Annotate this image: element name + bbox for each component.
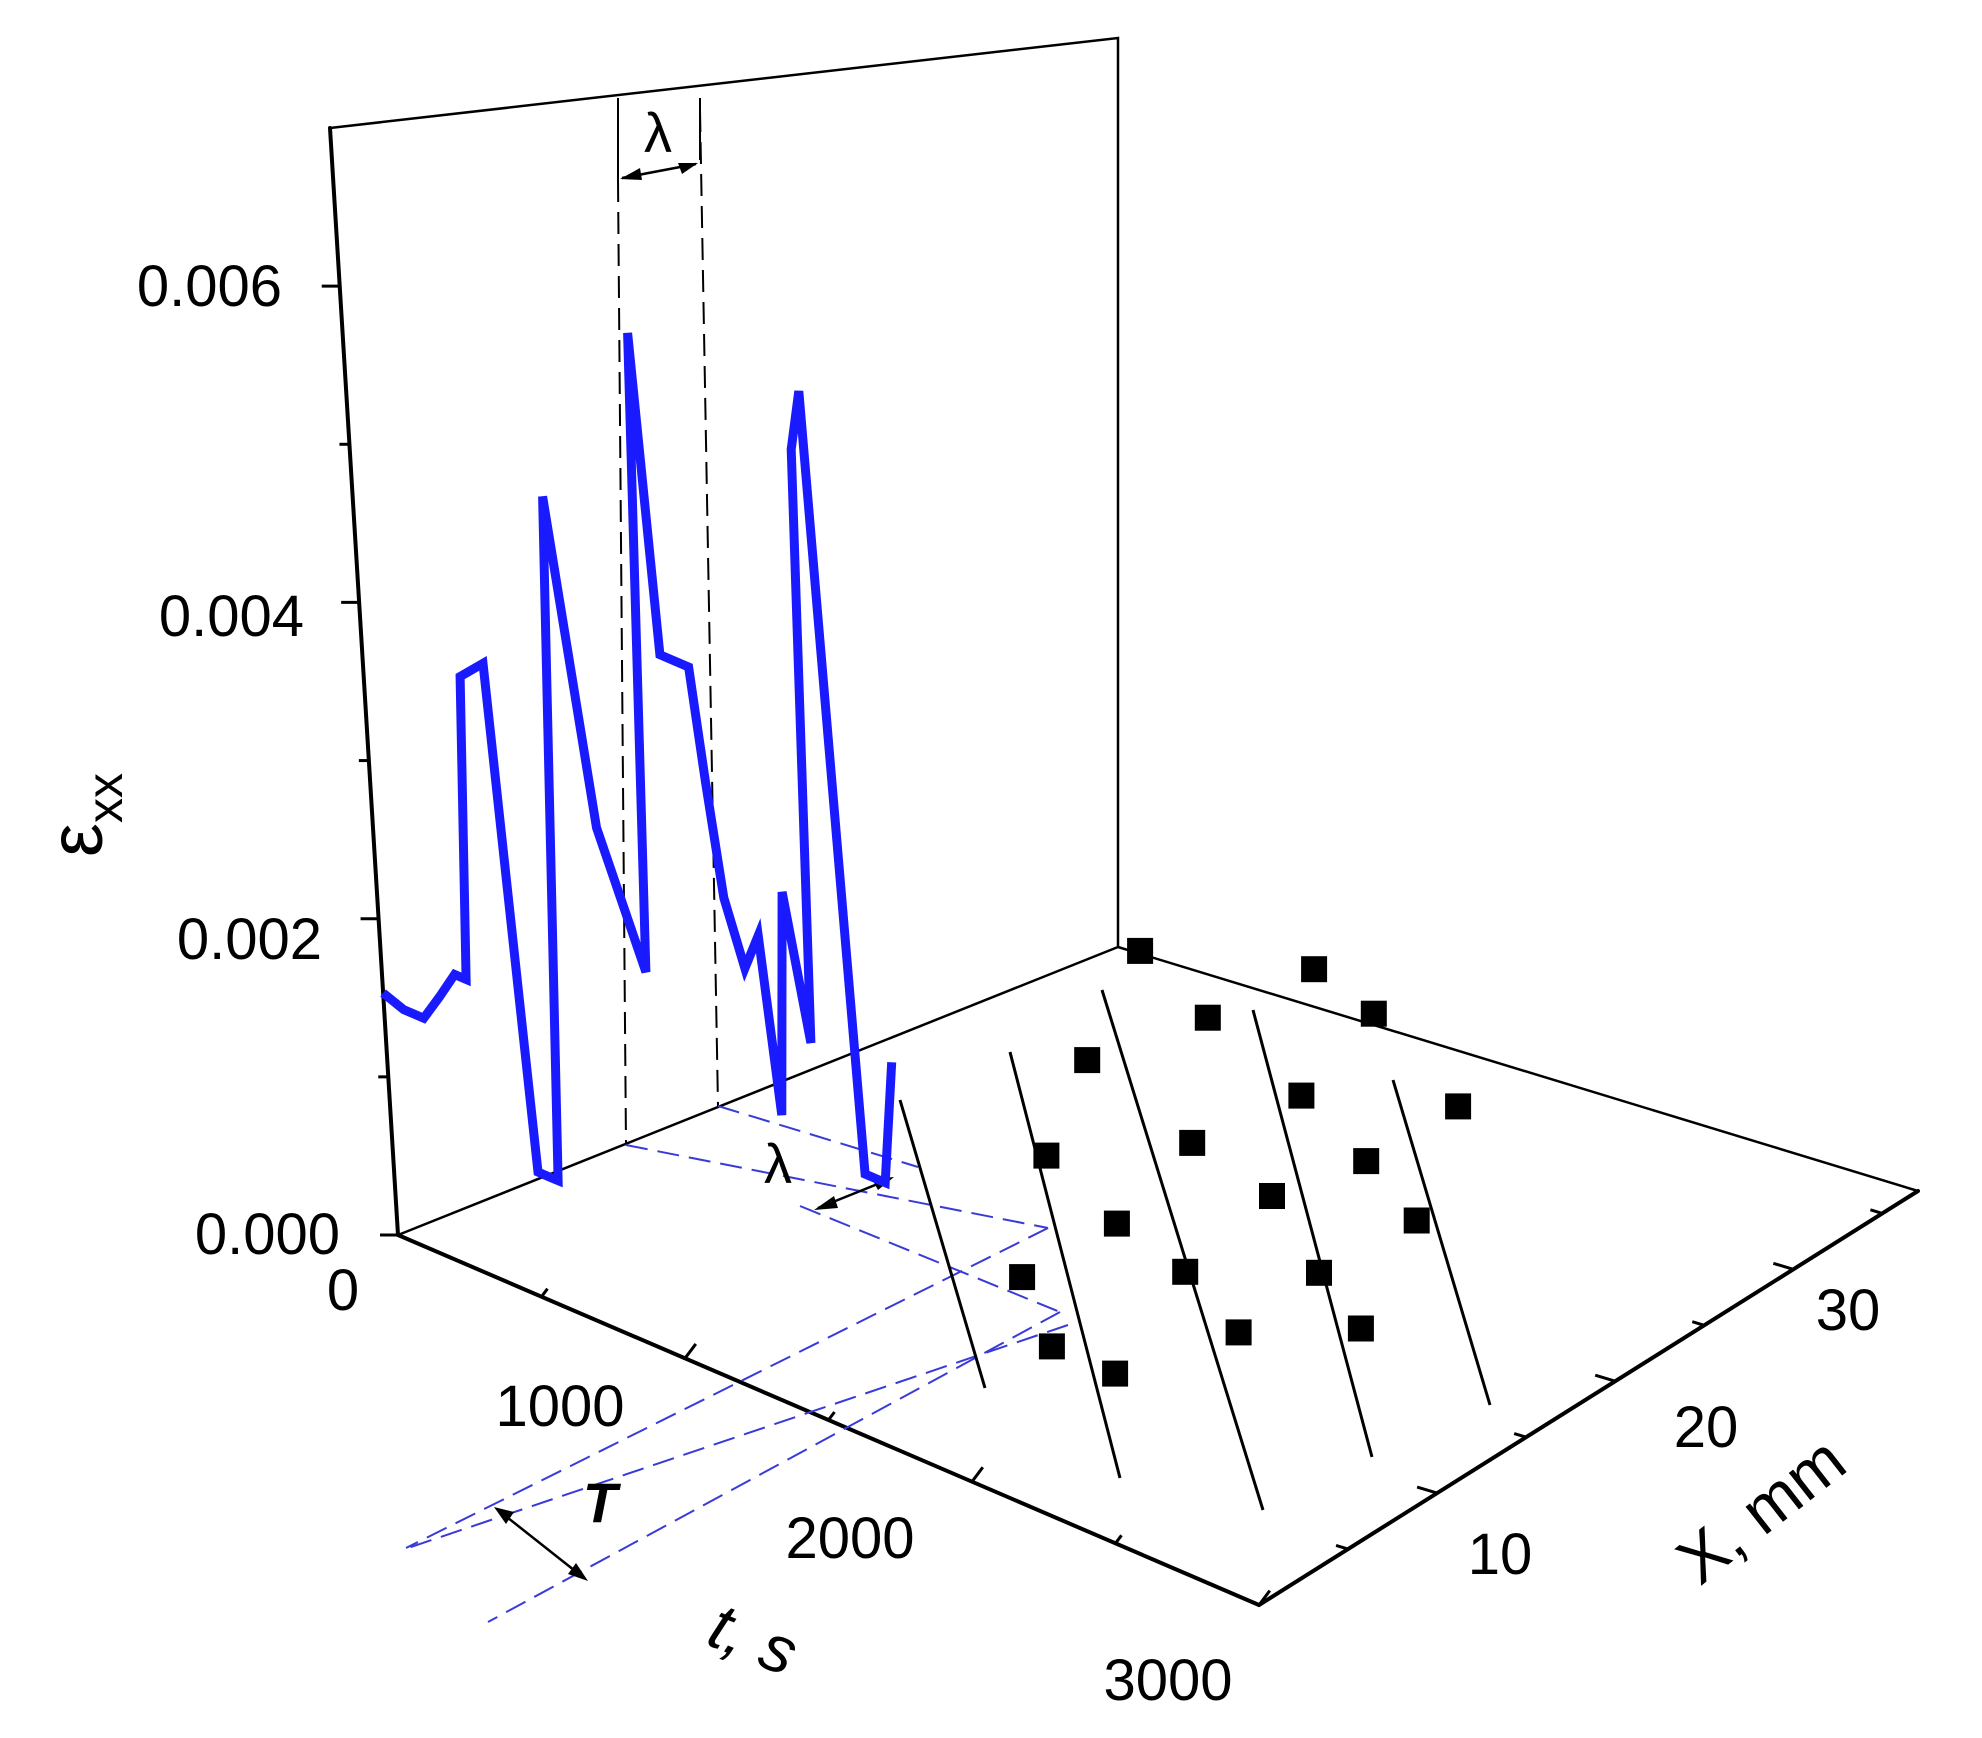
floor-marker-point	[1179, 1129, 1206, 1156]
period-label: T	[583, 1471, 622, 1534]
floor-marker-point	[1103, 1210, 1130, 1237]
x-tick-label: 30	[1816, 1278, 1881, 1343]
annotation-lambda-top: λ	[617, 98, 701, 180]
lambda-label-top: λ	[644, 101, 672, 164]
x-minor-tick	[1335, 1544, 1349, 1551]
floor-marker-point	[1172, 1258, 1199, 1285]
blue-guide-lines	[405, 1105, 1069, 1623]
strain-line	[380, 332, 897, 1190]
annotation-lambda-floor: λ	[764, 1132, 894, 1210]
t-tick-mark	[1257, 1589, 1272, 1606]
z-tick-label: 0.006	[137, 254, 282, 319]
t-minor-tick	[827, 1411, 836, 1421]
t-tick-label: 0	[327, 1258, 359, 1323]
floor-marker-point	[1033, 1142, 1060, 1169]
floor-marker-point	[1445, 1093, 1472, 1120]
back-wall-frame	[329, 36, 1120, 947]
t-tick-label: 2000	[785, 1506, 914, 1571]
z-tick-label: 0.004	[159, 584, 304, 649]
floor-marker-point	[1038, 1333, 1065, 1360]
floor-frame	[397, 945, 1919, 1237]
x-minor-tick	[1691, 1320, 1705, 1327]
floor-marker-point	[1288, 1082, 1315, 1109]
floor-marker-point	[1353, 1148, 1380, 1175]
z-axis-title: εxx	[34, 773, 133, 857]
floor-marker-point	[1127, 937, 1154, 964]
z-axis-ticks: 0.000 0.002 0.004 0.006	[137, 254, 340, 1267]
floor-marker-point	[1225, 1319, 1252, 1346]
floor-marker-point	[1009, 1264, 1036, 1291]
floor-trend-lines	[898, 989, 1492, 1511]
x-tick-mark	[1416, 1485, 1438, 1495]
annotation-period: T	[494, 1471, 622, 1581]
floor-marker-point	[1301, 956, 1328, 983]
x-axis-ticks: 10 20 30	[1468, 1278, 1881, 1587]
t-axis-title: t, s	[699, 1588, 808, 1690]
lambda-drop-lines	[617, 109, 719, 1146]
z-axis-line	[328, 126, 400, 1237]
floor-marker-point	[1259, 1183, 1285, 1209]
t-tick-mark	[970, 1466, 984, 1483]
floor-marker-point	[1074, 1047, 1101, 1074]
z-tick-label: 0.002	[177, 907, 322, 972]
x-minor-tick	[1869, 1208, 1883, 1215]
lambda-label-floor: λ	[764, 1132, 792, 1195]
floor-marker-point	[1403, 1207, 1430, 1234]
x-minor-tick	[1513, 1432, 1527, 1439]
floor-marker-point	[1347, 1315, 1374, 1342]
z-tick-label: 0.000	[195, 1202, 340, 1267]
floor-marker-point	[1194, 1004, 1221, 1031]
x-tick-label: 10	[1468, 1522, 1533, 1587]
t-tick-mark	[683, 1343, 697, 1360]
t-axis-ticks: 0 1000 2000 3000	[327, 1258, 1233, 1713]
t-minor-tick	[1114, 1534, 1123, 1545]
tick-marks	[321, 284, 1883, 1606]
t-tick-label: 3000	[1103, 1648, 1232, 1713]
t-tick-label: 1000	[495, 1374, 624, 1439]
strain-series	[380, 332, 897, 1190]
x-axis-line	[1257, 1189, 1920, 1607]
x-tick-mark	[1772, 1261, 1794, 1271]
t-minor-tick	[540, 1287, 549, 1298]
floor-marker-point	[1306, 1259, 1332, 1286]
x-tick-mark	[1594, 1373, 1616, 1383]
x-tick-label: 20	[1674, 1395, 1739, 1460]
floor-markers	[1009, 937, 1472, 1387]
floor-marker-point	[1102, 1360, 1129, 1387]
floor-marker-point	[1360, 1000, 1387, 1027]
